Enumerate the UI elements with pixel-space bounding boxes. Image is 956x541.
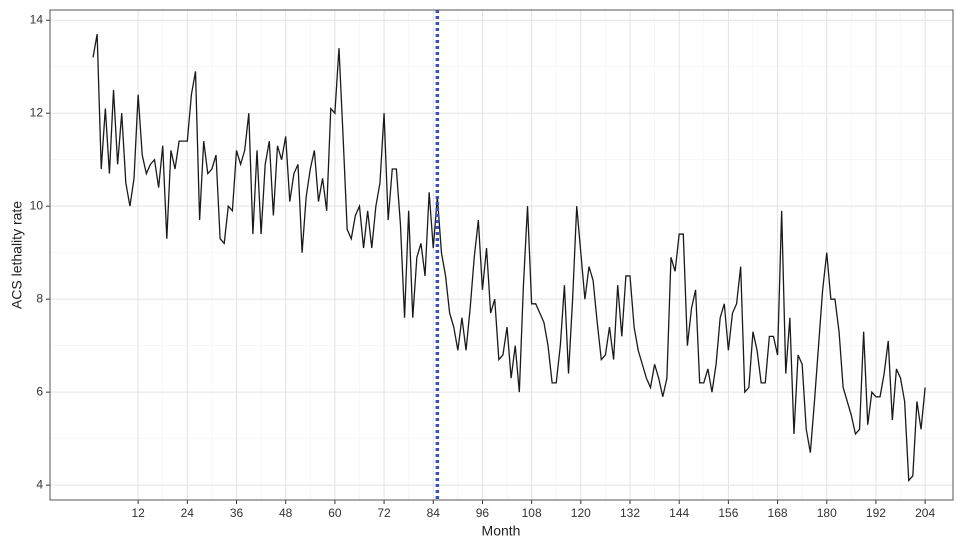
y-axis-label: ACS lethality rate: [9, 201, 25, 309]
plot-background: [50, 10, 953, 500]
x-tick-label: 192: [866, 506, 886, 520]
x-tick-label: 144: [669, 506, 689, 520]
x-tick-label: 120: [571, 506, 591, 520]
x-axis-label: Month: [482, 523, 521, 539]
data-line: [92, 34, 926, 483]
x-tick-label: 96: [476, 506, 490, 520]
x-tick-label: 168: [768, 506, 788, 520]
x-tick-label: 180: [817, 506, 837, 520]
x-tick-label: 60: [328, 506, 342, 520]
plot-frame: [49, 9, 954, 501]
x-tick-label: 12: [131, 506, 145, 520]
y-tick-label: 10: [30, 198, 44, 212]
y-tick-label: 12: [30, 105, 44, 119]
x-tick-label: 72: [377, 506, 391, 520]
y-tick-label: 14: [30, 12, 44, 26]
x-tick-label: 156: [718, 506, 738, 520]
x-tick-label: 204: [915, 506, 935, 520]
x-tick-label: 108: [522, 506, 542, 520]
x-tick-label: 84: [427, 506, 441, 520]
y-tick-label: 4: [36, 477, 43, 491]
y-tick-label: 8: [36, 291, 43, 305]
y-tick-label: 6: [36, 384, 43, 398]
x-tick-label: 48: [279, 506, 293, 520]
x-tick-label: 24: [181, 506, 195, 520]
x-tick-label: 36: [230, 506, 244, 520]
x-tick-label: 132: [620, 506, 640, 520]
